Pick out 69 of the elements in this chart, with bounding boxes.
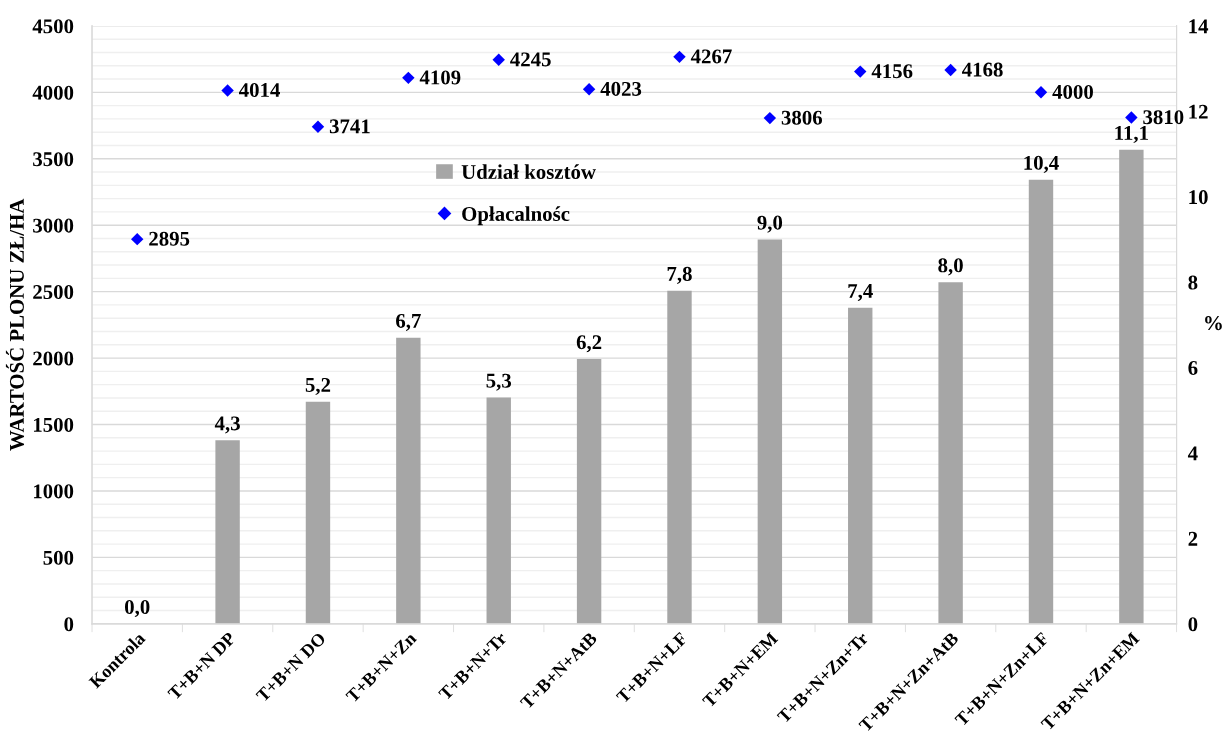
y-tick-label: 4000 bbox=[32, 85, 74, 100]
data-label: 3810 bbox=[1143, 110, 1184, 125]
data-label: 9,0 bbox=[757, 215, 783, 233]
y2-tick-label: 10 bbox=[1189, 190, 1208, 205]
y-tick-label: 3000 bbox=[33, 218, 74, 233]
bar bbox=[486, 397, 511, 624]
y2-tick-label: 8 bbox=[1188, 275, 1198, 290]
data-label: 6,2 bbox=[576, 335, 602, 353]
point bbox=[582, 83, 596, 96]
point bbox=[402, 71, 415, 85]
point bbox=[1034, 86, 1048, 99]
data-label: 4,3 bbox=[214, 416, 240, 434]
bar bbox=[215, 440, 240, 624]
data-label: 10,4 bbox=[1024, 155, 1059, 173]
data-label: 4000 bbox=[1052, 84, 1093, 99]
y-tick-label: 2000 bbox=[33, 351, 74, 366]
point bbox=[854, 65, 867, 78]
point bbox=[763, 111, 777, 125]
y-tick-label: 4500 bbox=[32, 19, 74, 34]
data-label: 5,2 bbox=[305, 377, 331, 395]
bar bbox=[305, 401, 331, 624]
data-label: 4245 bbox=[510, 52, 551, 67]
data-label: 3741 bbox=[329, 119, 370, 134]
data-label: 4168 bbox=[962, 62, 1003, 77]
point bbox=[131, 232, 144, 246]
legend-label: Udział kosztów bbox=[461, 164, 596, 180]
data-label: 2895 bbox=[149, 231, 190, 246]
point bbox=[1125, 111, 1138, 124]
data-label: 6,7 bbox=[396, 313, 421, 331]
data-label: 4014 bbox=[238, 83, 280, 98]
legend-label: Opłacalnośc bbox=[462, 206, 570, 226]
y2-tick-label: 0 bbox=[1188, 617, 1198, 632]
bar bbox=[667, 290, 692, 624]
data-label: 4267 bbox=[690, 49, 732, 64]
y2-tick-label: 12 bbox=[1189, 104, 1208, 119]
y2-axis-title: % bbox=[1205, 316, 1222, 331]
point bbox=[673, 50, 686, 64]
point bbox=[492, 53, 505, 66]
bar bbox=[757, 239, 783, 624]
data-label: 4156 bbox=[871, 64, 913, 79]
point bbox=[221, 84, 234, 97]
data-label: 4109 bbox=[419, 70, 461, 85]
y-tick-label: 0 bbox=[64, 617, 74, 632]
point bbox=[311, 120, 325, 133]
y-axis-title: WARTOŚĆ PLONU ZŁ/HA bbox=[5, 198, 25, 451]
data-label: 0,0 bbox=[124, 599, 150, 618]
y-tick-label: 1000 bbox=[33, 484, 74, 499]
y2-tick-label: 14 bbox=[1189, 19, 1209, 34]
data-label: 7,4 bbox=[848, 284, 873, 302]
point bbox=[944, 63, 957, 77]
data-label: 8,0 bbox=[938, 258, 963, 276]
bar bbox=[576, 359, 602, 624]
data-label: 7,8 bbox=[667, 266, 692, 284]
y-tick-label: 1500 bbox=[33, 417, 74, 432]
y-tick-label: 3500 bbox=[33, 152, 74, 167]
bar bbox=[938, 282, 963, 624]
y2-tick-label: 4 bbox=[1187, 446, 1198, 461]
y-tick-label: 2500 bbox=[33, 285, 74, 300]
bar bbox=[848, 307, 873, 624]
bar bbox=[1119, 149, 1144, 624]
y2-tick-label: 2 bbox=[1188, 531, 1198, 546]
data-label: 5,3 bbox=[486, 373, 512, 391]
bar bbox=[396, 337, 421, 624]
y2-tick-label: 6 bbox=[1188, 361, 1198, 375]
data-label: 4023 bbox=[600, 81, 642, 96]
bar bbox=[1028, 179, 1054, 624]
y-tick-label: 500 bbox=[43, 550, 74, 565]
data-label: 3806 bbox=[781, 110, 823, 125]
data-label: 11,1 bbox=[1115, 126, 1148, 143]
